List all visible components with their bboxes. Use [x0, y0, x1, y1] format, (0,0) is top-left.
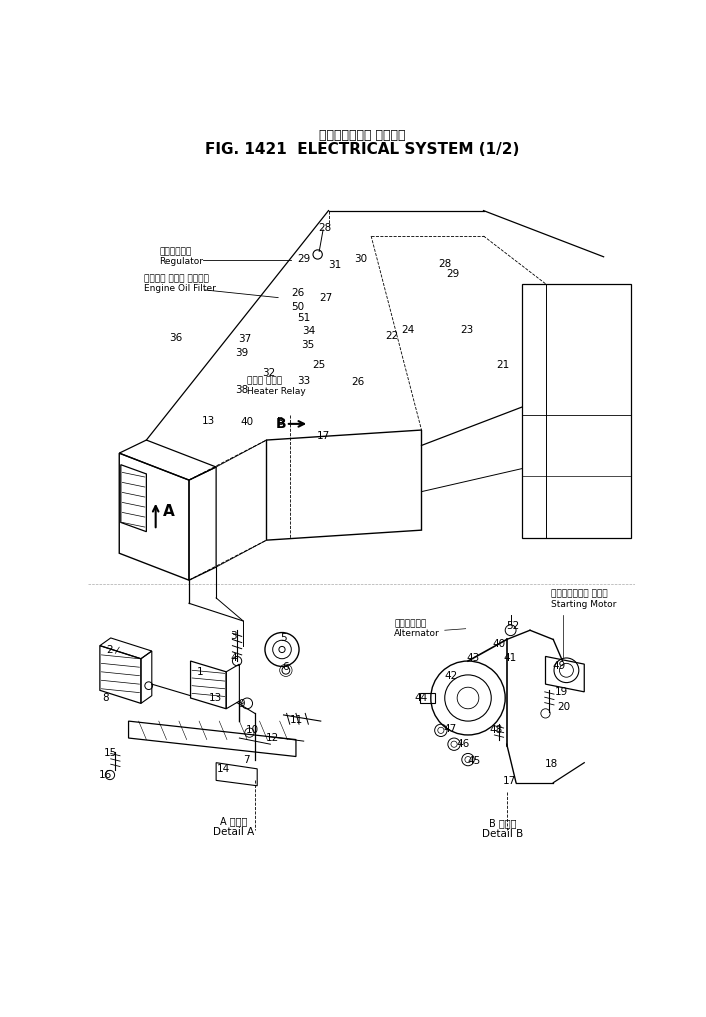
- Text: 10: 10: [246, 725, 259, 735]
- Text: 27: 27: [320, 293, 333, 303]
- Text: 40: 40: [241, 417, 253, 427]
- Text: 33: 33: [297, 375, 311, 385]
- Text: 19: 19: [554, 686, 568, 697]
- Text: FIG. 1421  ELECTRICAL SYSTEM (1/2): FIG. 1421 ELECTRICAL SYSTEM (1/2): [205, 142, 519, 158]
- Text: B 拡大図: B 拡大図: [489, 818, 517, 828]
- Text: 25: 25: [313, 360, 326, 370]
- Text: スターティング モータ
Starting Motor: スターティング モータ Starting Motor: [551, 590, 616, 609]
- Text: 48: 48: [489, 725, 503, 735]
- Text: 29: 29: [297, 254, 311, 264]
- Text: 36: 36: [169, 333, 182, 343]
- Text: 1: 1: [197, 667, 204, 677]
- Text: 2: 2: [107, 645, 113, 655]
- Text: 6: 6: [282, 662, 289, 672]
- Text: 52: 52: [506, 621, 520, 632]
- Text: オルタネータ
Alternator: オルタネータ Alternator: [395, 619, 440, 639]
- Text: 13: 13: [209, 693, 222, 703]
- Text: 11: 11: [289, 715, 303, 724]
- Text: 37: 37: [238, 335, 251, 344]
- Text: 14: 14: [217, 764, 230, 774]
- Text: 42: 42: [444, 671, 457, 681]
- Text: 34: 34: [302, 326, 316, 337]
- Text: Detail A: Detail A: [213, 827, 255, 837]
- Text: 44: 44: [415, 693, 428, 703]
- Text: 29: 29: [446, 268, 459, 279]
- Text: レギュレータ
Regulator: レギュレータ Regulator: [160, 247, 203, 266]
- Text: 45: 45: [467, 757, 481, 766]
- Text: 22: 22: [385, 332, 399, 341]
- Text: 13: 13: [202, 416, 215, 426]
- Text: 18: 18: [545, 760, 558, 769]
- Text: 16: 16: [99, 770, 112, 780]
- Text: 17: 17: [503, 776, 517, 786]
- Text: 35: 35: [301, 341, 314, 350]
- Text: 50: 50: [291, 302, 304, 312]
- Text: 32: 32: [262, 368, 275, 378]
- Text: エレクトリカル システム: エレクトリカル システム: [318, 129, 405, 142]
- Text: B: B: [277, 417, 284, 427]
- Text: ヒータ リレー
Heater Relay: ヒータ リレー Heater Relay: [247, 376, 306, 396]
- Text: 46: 46: [457, 739, 470, 750]
- Text: 17: 17: [316, 431, 330, 441]
- Text: A 拡大図: A 拡大図: [220, 817, 248, 826]
- Text: 38: 38: [235, 385, 249, 395]
- Text: 20: 20: [557, 703, 570, 712]
- Text: 28: 28: [438, 258, 451, 268]
- Text: 3: 3: [231, 632, 237, 642]
- Text: 30: 30: [354, 254, 368, 264]
- Text: B: B: [276, 417, 287, 431]
- Text: 24: 24: [401, 325, 414, 335]
- Text: 51: 51: [297, 313, 311, 323]
- Text: 15: 15: [103, 749, 116, 759]
- Text: 47: 47: [443, 724, 457, 734]
- Text: 12: 12: [266, 733, 280, 743]
- Text: 28: 28: [318, 224, 331, 233]
- Text: 26: 26: [291, 288, 304, 298]
- Text: 23: 23: [460, 325, 473, 335]
- Text: 7: 7: [243, 755, 250, 765]
- Text: A: A: [163, 504, 174, 519]
- Text: 43: 43: [467, 653, 480, 663]
- Text: 40: 40: [493, 639, 505, 649]
- Text: 5: 5: [280, 633, 287, 643]
- Text: エンジン オイル フィルタ
Engine Oil Filter: エンジン オイル フィルタ Engine Oil Filter: [144, 274, 216, 294]
- Text: 9: 9: [239, 699, 245, 709]
- Text: 21: 21: [496, 360, 510, 370]
- Text: 41: 41: [503, 653, 517, 663]
- Bar: [420, 694, 436, 703]
- Text: 49: 49: [553, 661, 566, 670]
- Text: 39: 39: [235, 348, 249, 358]
- Text: 8: 8: [102, 693, 109, 703]
- Text: 4: 4: [231, 653, 237, 663]
- Text: 31: 31: [328, 260, 341, 271]
- Text: 26: 26: [352, 377, 364, 387]
- Text: Detail B: Detail B: [482, 829, 524, 839]
